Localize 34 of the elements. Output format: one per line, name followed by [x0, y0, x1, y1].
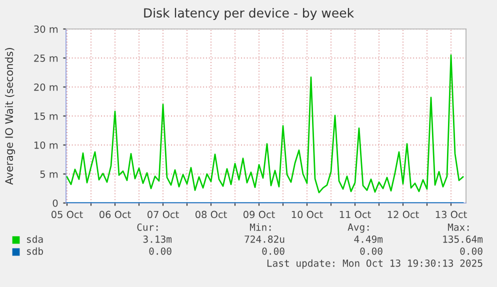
x-tick-label: 10 Oct	[292, 210, 323, 218]
y-tick-label: 15 m	[34, 112, 58, 120]
y-tick-label: 5 m	[40, 170, 58, 178]
y-tick-label: 30 m	[34, 25, 58, 33]
x-tick-label: 06 Oct	[100, 210, 131, 218]
text: Max:	[448, 224, 469, 231]
y-axis-title: Average IO Wait (seconds)	[4, 48, 16, 185]
x-tick-label: 12 Oct	[388, 210, 419, 218]
legend-label: sda	[27, 235, 43, 243]
text: 0.00	[149, 247, 172, 255]
text: 135.64m	[443, 235, 483, 243]
y-tick-label: 25 m	[34, 54, 58, 62]
legend-label: sdb	[27, 247, 43, 255]
x-tick-label: 09 Oct	[244, 210, 275, 218]
x-tick-label: 08 Oct	[196, 210, 227, 218]
text: 4.49m	[354, 235, 383, 243]
x-tick-label: 13 Oct	[436, 210, 467, 218]
text: Avg:	[348, 224, 369, 233]
y-tick-label: 20 m	[34, 83, 58, 91]
x-tick-label: 05 Oct	[52, 210, 83, 218]
chart-title: Disk latency per device - by week	[144, 8, 354, 20]
x-tick-label: 11 Oct	[340, 210, 371, 218]
text: 3.13m	[143, 235, 172, 243]
text: 0.00	[360, 247, 382, 255]
text: Cur:	[137, 223, 158, 231]
y-tick-label: 10 m	[34, 141, 58, 149]
line-series	[66, 54, 464, 194]
y-tick-label: 0	[52, 199, 58, 207]
text: Last update: Mon Oct 13 19:30:13 2025	[267, 259, 482, 269]
text: 724.82u	[244, 235, 284, 243]
text: 0.00	[262, 247, 284, 255]
x-tick-label: 07 Oct	[148, 210, 179, 218]
text: 0.00	[460, 247, 482, 255]
text: Min:	[250, 223, 271, 231]
